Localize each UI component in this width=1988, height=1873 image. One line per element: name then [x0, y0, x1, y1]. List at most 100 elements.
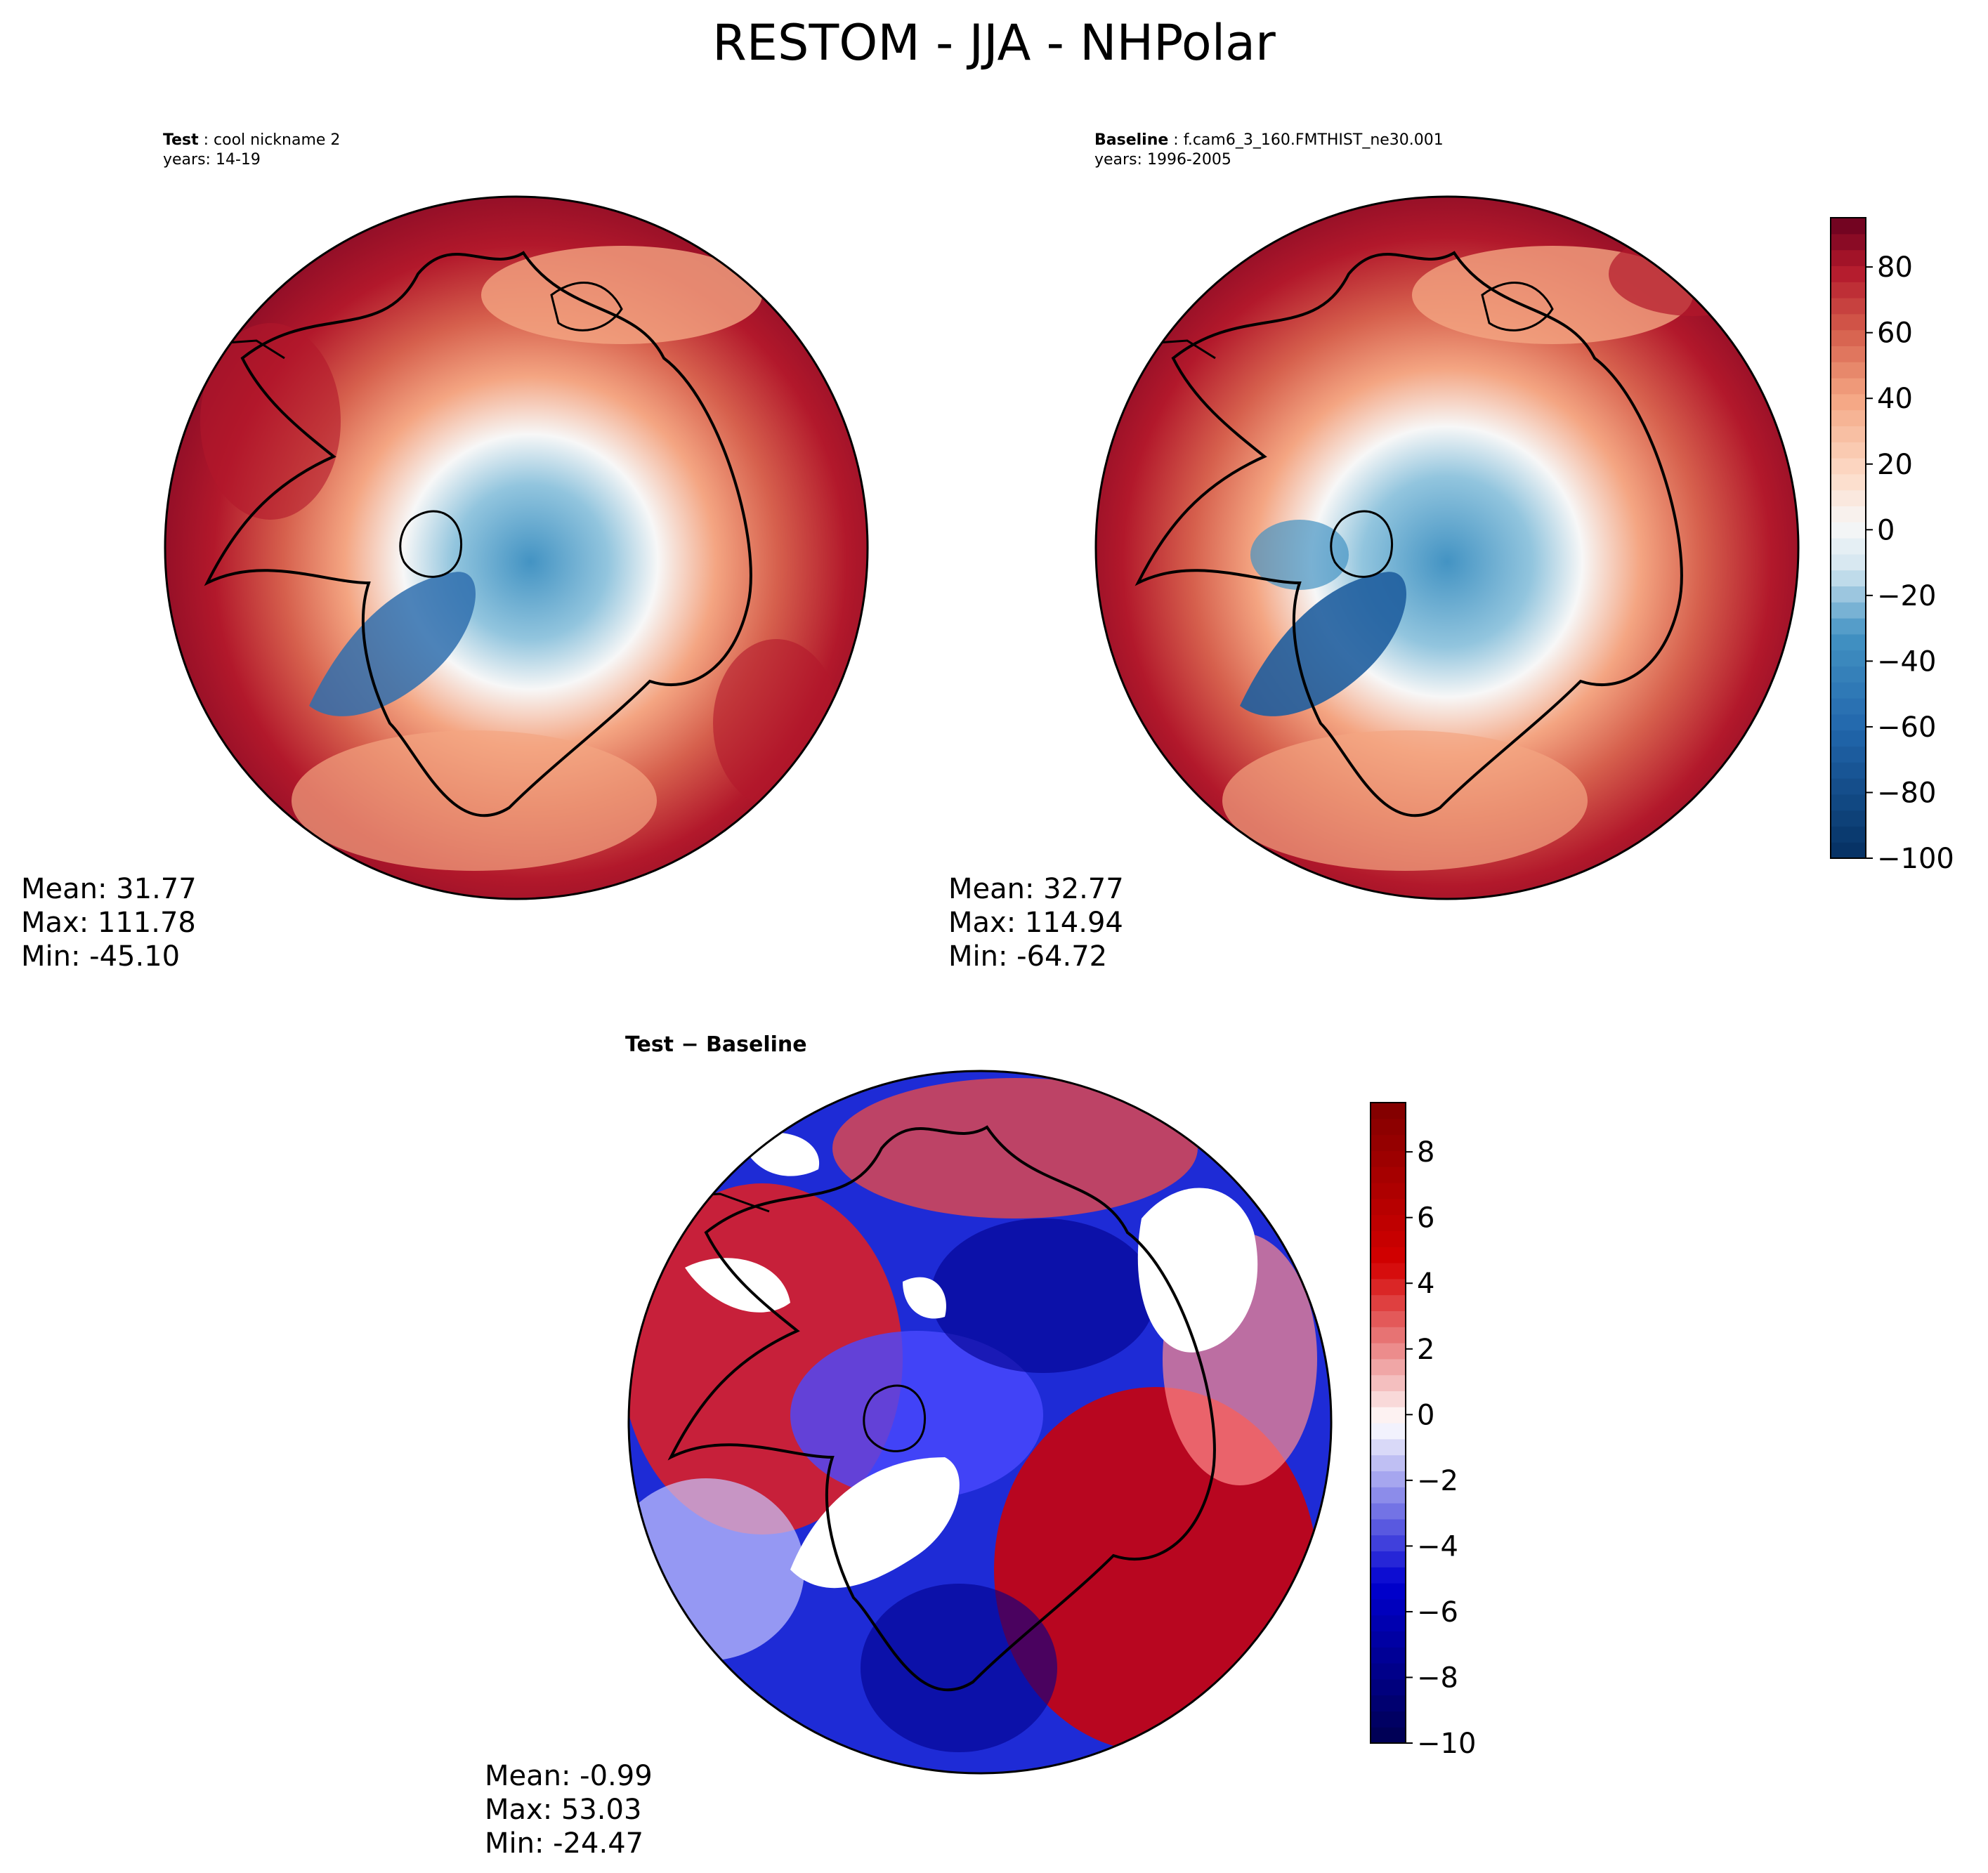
diff-map — [627, 1070, 1333, 1775]
colorbar-diff-swatch — [1371, 1183, 1406, 1200]
colorbar-diff-swatch — [1371, 1327, 1406, 1343]
test-coastlines — [399, 510, 462, 578]
colorbar-top-swatch — [1831, 602, 1866, 619]
baseline-map-frame — [1094, 195, 1800, 900]
diff-coastlines — [863, 1384, 926, 1452]
baseline-greenland — [1240, 572, 1407, 716]
baseline-field-patch — [1250, 520, 1349, 590]
baseline-label-bold: Baseline — [1094, 131, 1169, 149]
colorbar-diff-swatch — [1371, 1103, 1406, 1119]
diff-masked-region — [790, 1457, 960, 1589]
colorbar-top-swatch — [1831, 570, 1866, 586]
colorbar-diff-swatch — [1371, 1663, 1406, 1680]
colorbar-top-swatch — [1831, 586, 1866, 603]
colorbar-diff-swatch — [1371, 1423, 1406, 1440]
colorbar-top-swatch — [1831, 746, 1866, 763]
colorbar-top-swatch — [1831, 329, 1866, 346]
colorbar-top-swatch — [1831, 633, 1866, 651]
colorbar-diff-swatch — [1371, 1631, 1406, 1648]
test-subtitle: Test : cool nickname 2 years: 14-19 — [163, 131, 340, 170]
baseline-max: Max: 114.94 — [948, 907, 1123, 939]
colorbar-diff-ticks: 8 6 4 2 0 −2 −4 −6 −8 −10 — [1406, 1136, 1476, 1760]
test-label-bold: Test — [163, 131, 199, 149]
colorbar-diff-swatch — [1371, 1647, 1406, 1664]
colorbar-top-tick-label: 20 — [1877, 449, 1913, 481]
colorbar-diff-swatch — [1371, 1230, 1406, 1247]
colorbar-diff-tick-label: −2 — [1417, 1465, 1458, 1497]
test-field — [165, 197, 868, 899]
colorbar-top-tick-label: 40 — [1877, 383, 1913, 415]
colorbar-top-swatch — [1831, 362, 1866, 379]
colorbar-top-tick-label: −40 — [1877, 645, 1936, 678]
colorbar-top-swatch — [1831, 682, 1866, 699]
colorbar-top-swatch — [1831, 730, 1866, 747]
baseline-stats: Mean: 32.77 Max: 114.94 Min: -64.72 — [948, 872, 1124, 973]
diff-field-patch — [790, 1331, 1043, 1499]
colorbar-top-swatch — [1831, 489, 1866, 506]
colorbar-top-frame — [1830, 217, 1866, 859]
diff-map-frame — [627, 1070, 1333, 1775]
diff-masked-region — [903, 1277, 946, 1319]
colorbar-top-swatch — [1831, 650, 1866, 666]
colorbar-diff-swatch — [1371, 1118, 1406, 1136]
colorbar-diff-swatch — [1371, 1263, 1406, 1280]
colorbar-diff-swatch — [1371, 1518, 1406, 1536]
baseline-mean: Mean: 32.77 — [948, 873, 1124, 905]
test-stats: Mean: 31.77 Max: 111.78 Min: -45.10 — [21, 872, 197, 973]
colorbar-top-swatch — [1831, 298, 1866, 315]
test-min: Min: -45.10 — [21, 940, 181, 973]
diff-field-patch — [861, 1584, 1057, 1752]
colorbar-diff-swatch — [1371, 1471, 1406, 1487]
colorbar-top-swatch — [1831, 393, 1866, 411]
colorbar-diff-swatch — [1371, 1374, 1406, 1391]
test-map-frame — [164, 195, 869, 900]
colorbar-top-swatch — [1831, 282, 1866, 298]
baseline-coastlines — [1134, 251, 1683, 817]
colorbar-diff-swatch — [1371, 1583, 1406, 1600]
test-mean: Mean: 31.77 — [21, 873, 197, 905]
diff-min: Min: -24.47 — [485, 1827, 644, 1860]
colorbar-top-swatch — [1831, 842, 1866, 859]
colorbar-top-ticks: 80 60 40 20 0 −20 −40 −60 −80 −100 — [1866, 251, 1954, 875]
test-map — [164, 195, 869, 900]
colorbar-diff-tick-label: 2 — [1417, 1334, 1434, 1366]
colorbar-diff-swatch — [1371, 1391, 1406, 1407]
colorbar-diff-swatch — [1371, 1134, 1406, 1151]
colorbar-diff-swatch — [1371, 1711, 1406, 1728]
colorbar-top-swatch — [1831, 458, 1866, 475]
colorbar-top-swatch — [1831, 409, 1866, 426]
colorbar-diff-swatch — [1371, 1358, 1406, 1376]
colorbar-diff-tick-label: −10 — [1417, 1728, 1476, 1760]
colorbar-diff-swatch — [1371, 1247, 1406, 1263]
colorbar-diff-tick-label: 6 — [1417, 1202, 1434, 1235]
colorbar-top-swatch — [1831, 249, 1866, 266]
test-field-patch — [292, 730, 657, 871]
test-years: years: 14-19 — [163, 151, 261, 169]
baseline-map — [1094, 195, 1800, 900]
colorbar-diff-swatch — [1371, 1678, 1406, 1696]
colorbar-top-swatch — [1831, 826, 1866, 843]
colorbar-top-tick-label: −20 — [1877, 580, 1936, 612]
colorbar-top-swatch — [1831, 810, 1866, 827]
colorbar-diff-tick-label: −6 — [1417, 1596, 1458, 1629]
colorbar-diff-swatch — [1371, 1454, 1406, 1471]
diff-coastlines — [667, 1125, 1216, 1692]
colorbar-top-swatch — [1831, 233, 1866, 251]
colorbar-diff-swatch — [1371, 1198, 1406, 1216]
colorbar-diff-tick-label: −4 — [1417, 1530, 1458, 1563]
colorbar-top-tick-label: 0 — [1877, 514, 1895, 546]
colorbar-top-swatch — [1831, 442, 1866, 459]
colorbar-diff-swatch — [1371, 1278, 1406, 1296]
colorbar-top-swatch — [1831, 618, 1866, 635]
baseline-field-patch — [1222, 730, 1588, 871]
colorbar-diff-swatch — [1371, 1615, 1406, 1631]
colorbar-diff-swatch — [1371, 1551, 1406, 1568]
baseline-field — [1096, 197, 1798, 899]
colorbar-top-swatch — [1831, 378, 1866, 395]
colorbar-top-swatch — [1831, 473, 1866, 491]
baseline-coastlines — [1481, 282, 1554, 331]
diff-stats: Mean: -0.99 Max: 53.03 Min: -24.47 — [485, 1759, 653, 1860]
test-field-patch — [481, 246, 762, 344]
colorbar-top-swatch — [1831, 218, 1866, 235]
